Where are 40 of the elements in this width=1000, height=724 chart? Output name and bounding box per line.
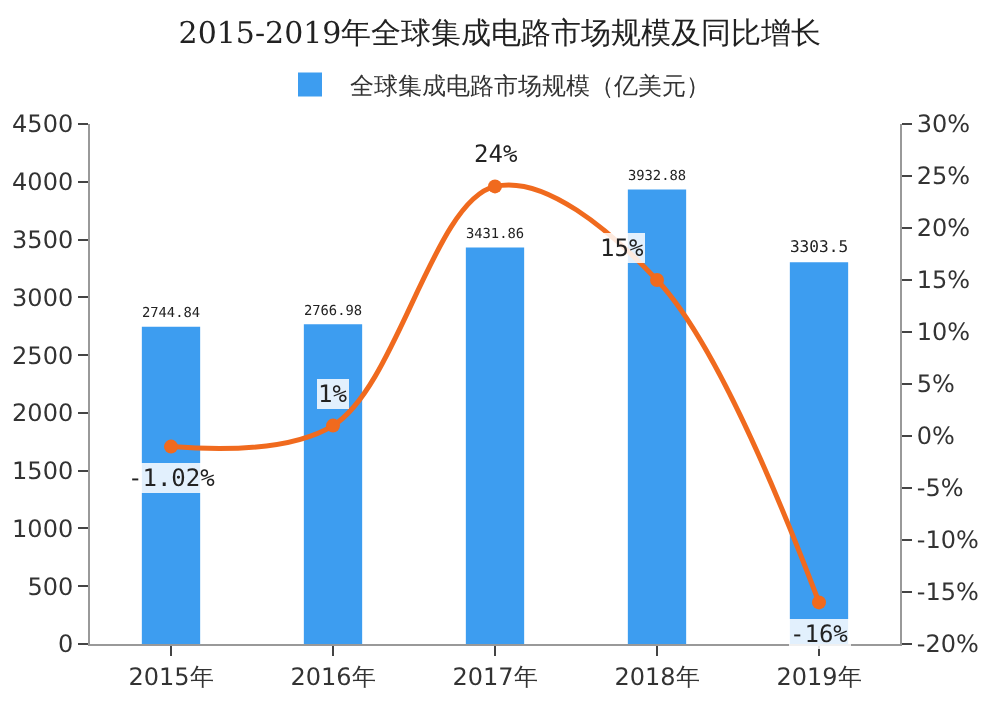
- data-label: 15%: [600, 234, 645, 262]
- y-tick-label: 0: [57, 630, 74, 659]
- y2-tick-label: 20%: [916, 214, 971, 243]
- y-tick-label: 3500: [12, 225, 74, 254]
- bar: [303, 324, 363, 644]
- data-label: 1%: [318, 380, 349, 408]
- y2-tick-label: -15%: [916, 578, 979, 607]
- y-tick-label: 1500: [12, 457, 74, 486]
- point: [488, 179, 502, 194]
- y-tick-label: 4000: [12, 168, 74, 197]
- point: [164, 439, 178, 454]
- y2-tick-label: 5%: [916, 370, 955, 399]
- x-tick-label: 2017年: [452, 662, 538, 691]
- y-tick-label: 2500: [12, 341, 74, 370]
- y2-tick-label: 10%: [916, 318, 971, 347]
- y-tick-label: 500: [27, 572, 74, 601]
- y2-tick-label: 15%: [916, 266, 971, 295]
- y2-tick-label: -20%: [916, 630, 979, 659]
- y2-tick-label: 30%: [916, 110, 971, 139]
- data-label: -1.02%: [128, 464, 217, 492]
- y-tick-label: 3000: [12, 283, 74, 312]
- y2-tick-label: -10%: [916, 526, 979, 555]
- data-label: -16%: [790, 620, 850, 648]
- y2-tick-label: -5%: [916, 474, 964, 503]
- point: [650, 273, 664, 287]
- legend-label: 全球集成电路市场规模（亿美元）: [350, 71, 710, 100]
- point: [326, 418, 340, 433]
- chart-title: 2015-2019年全球集成电路市场规模及同比增长: [178, 14, 822, 51]
- y-tick-label: 4500: [12, 110, 74, 139]
- y2-tick-label: 25%: [916, 162, 971, 191]
- x-tick-label: 2015年: [128, 662, 214, 691]
- bar: [465, 247, 525, 644]
- point: [812, 595, 826, 610]
- y-tick-label: 2000: [12, 399, 74, 428]
- y-tick-label: 1000: [12, 514, 74, 543]
- data-label: 24%: [474, 140, 519, 168]
- x-tick-label: 2018年: [614, 662, 700, 691]
- x-tick-label: 2016年: [290, 662, 376, 691]
- y2-tick-label: 0%: [916, 422, 955, 451]
- x-tick-label: 2019年: [776, 662, 862, 691]
